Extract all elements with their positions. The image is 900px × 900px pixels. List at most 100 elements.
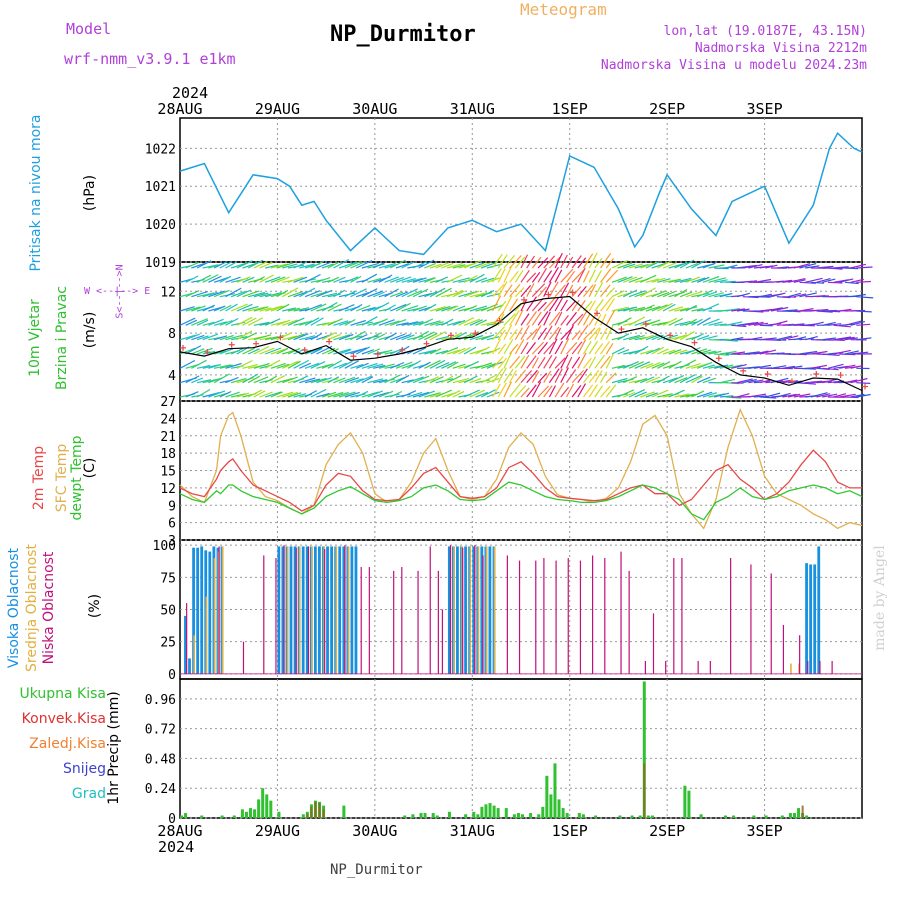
total-precip-bar (561, 808, 565, 818)
total-precip-bar (265, 794, 269, 818)
high-cloud-bar (338, 546, 342, 674)
wind-barb (725, 364, 743, 369)
wind-barb (367, 348, 381, 355)
wind-barb (424, 262, 437, 269)
wind-barb (299, 362, 312, 369)
wind-barb (594, 257, 603, 269)
gust-marker (813, 371, 820, 378)
wind-barb (708, 365, 722, 369)
total-precip-bar (650, 815, 654, 818)
temp-ytick: 9 (168, 499, 176, 514)
wind-barb (696, 334, 710, 341)
wind-barb (691, 277, 706, 283)
wind-barb (742, 378, 757, 384)
wind-barb (566, 300, 576, 312)
wind-barb (492, 295, 502, 312)
gust-marker (277, 334, 284, 341)
wind-barb (856, 323, 871, 326)
wind-barb (691, 375, 703, 384)
wind-barb (287, 307, 300, 312)
wind-barb (526, 384, 537, 398)
wind-barb (611, 347, 625, 355)
wind-barb (327, 359, 342, 369)
wind-barb (697, 349, 712, 355)
wind-barb (424, 359, 441, 369)
pressure-label: Pritisak na nivou mora (28, 114, 44, 272)
wind-barb (514, 385, 527, 398)
time-tick-bottom: 29AUG (255, 822, 300, 840)
wind-barb (623, 391, 636, 398)
wind-barb (264, 375, 277, 384)
wind-barb (248, 291, 266, 298)
gust-marker (472, 330, 479, 337)
mid-cloud-bar (493, 546, 496, 674)
wind-barb (475, 362, 492, 369)
low-cloud-bar (697, 660, 699, 674)
wind-barb (702, 392, 717, 398)
wind-barb (770, 292, 786, 298)
wind-barb (827, 339, 845, 341)
wind-barb (242, 347, 255, 355)
wind-barb (333, 258, 350, 269)
wind-barb (350, 363, 364, 369)
wind-barb (253, 276, 265, 283)
wind-barb (805, 265, 820, 269)
wind-barb (310, 347, 323, 355)
wind-barb (327, 276, 340, 283)
wind-barb (822, 353, 840, 356)
wind-barb (361, 273, 378, 283)
wind-barb (463, 360, 480, 369)
wind-barb (361, 306, 376, 312)
wind-barb (202, 304, 215, 312)
wind-barb (367, 332, 381, 341)
wind-barb (788, 323, 805, 326)
cloud-ytick: 50 (160, 604, 176, 619)
precip-ylabel: 1hr Precip (mm) (106, 691, 122, 805)
total-precip-bar (253, 809, 257, 818)
wind-barb (424, 303, 437, 312)
wind-barb (714, 279, 728, 283)
wind-barb (486, 391, 500, 398)
wind-barb (844, 337, 858, 341)
total-precip-bar (805, 815, 809, 818)
wind-barb (623, 276, 638, 283)
wind-barb (418, 318, 434, 326)
wind-barb (196, 319, 209, 326)
wind-barb (503, 338, 514, 355)
wind-barb (441, 375, 454, 384)
wind-barb (185, 306, 201, 312)
wind-barb (333, 334, 351, 341)
wind-barb (782, 309, 798, 312)
wind-barb (856, 266, 873, 269)
wind-barb (310, 333, 322, 341)
wind-barb (446, 349, 461, 355)
low-cloud-bar (186, 603, 188, 674)
gust-marker (350, 353, 357, 360)
wind-barb (299, 335, 316, 341)
wind-barb (378, 274, 393, 283)
wind-barb (492, 356, 504, 369)
total-precip-bar (244, 811, 248, 818)
wind-barb (799, 382, 816, 385)
wind-barb (310, 361, 326, 369)
wind-barb (480, 389, 496, 398)
wind-barb (259, 391, 273, 398)
wind-barb (691, 390, 705, 398)
wind-barb (384, 304, 396, 312)
low-cloud-bar (437, 570, 439, 674)
wind-barb (520, 254, 529, 269)
wind-barb (412, 305, 428, 312)
panel-frames (179, 117, 863, 819)
high-cloud-bar (488, 546, 492, 674)
gust-marker (667, 332, 674, 339)
wind-barb (247, 317, 264, 326)
wind-barb (276, 347, 289, 355)
wind-barb (702, 377, 716, 384)
wind-barb (827, 267, 843, 270)
wind-barb (503, 324, 513, 340)
wind-barb (679, 330, 695, 341)
wind-barb (185, 290, 200, 298)
wind-barb (344, 290, 357, 298)
low-cloud-bar (441, 609, 444, 674)
wind-barb (446, 263, 463, 269)
